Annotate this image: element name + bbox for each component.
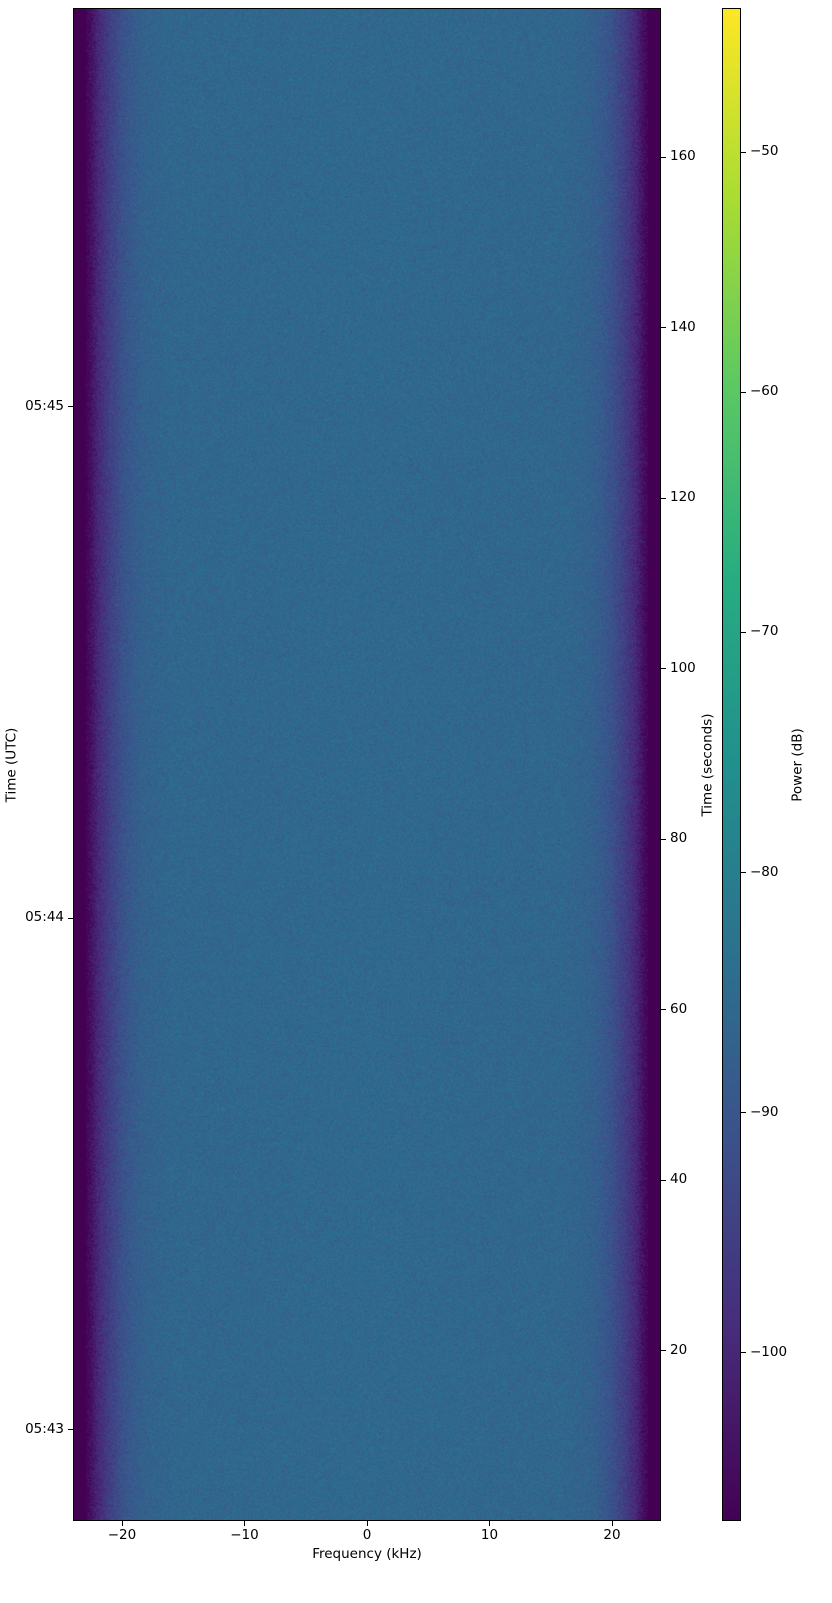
- y-right-tick-mark: [661, 1350, 666, 1351]
- y-axis-right-label: Time (seconds): [701, 713, 715, 816]
- x-tick-mark: [244, 1521, 245, 1526]
- y-right-tick-label: 80: [670, 832, 687, 846]
- y-right-tick-label: 40: [670, 1173, 687, 1187]
- y-right-tick-label: 20: [670, 1344, 687, 1358]
- y-right-tick-label: 60: [670, 1003, 687, 1017]
- colorbar-label: Power (dB): [791, 728, 805, 801]
- colorbar-tick-mark: [741, 632, 746, 633]
- spectrogram-plot: [73, 8, 661, 1521]
- y-right-tick-mark: [661, 839, 666, 840]
- y-right-tick-mark: [661, 157, 666, 158]
- y-right-tick-mark: [661, 1180, 666, 1181]
- x-tick-label: −20: [108, 1529, 137, 1543]
- colorbar-tick-label: −100: [750, 1346, 787, 1360]
- x-tick-mark: [122, 1521, 123, 1526]
- y-right-tick-label: 160: [670, 150, 696, 164]
- y-left-tick-label: 05:44: [25, 911, 64, 925]
- y-right-tick-mark: [661, 498, 666, 499]
- y-left-tick-label: 05:43: [25, 1423, 64, 1437]
- y-axis-left-label: Time (UTC): [5, 728, 19, 803]
- y-right-tick-mark: [661, 668, 666, 669]
- colorbar-tick-mark: [741, 1352, 746, 1353]
- y-left-tick-mark: [68, 1429, 73, 1430]
- colorbar-tick-label: −70: [750, 625, 779, 639]
- colorbar-tick-label: −60: [750, 385, 779, 399]
- colorbar-tick-label: −90: [750, 1106, 779, 1120]
- colorbar: [722, 8, 741, 1521]
- x-tick-label: 0: [363, 1529, 372, 1543]
- colorbar-frame: [722, 8, 741, 1521]
- colorbar-tick-mark: [741, 392, 746, 393]
- y-right-tick-mark: [661, 1009, 666, 1010]
- x-axis-label: Frequency (kHz): [312, 1548, 422, 1562]
- x-tick-label: 10: [481, 1529, 498, 1543]
- x-tick-mark: [489, 1521, 490, 1526]
- x-tick-label: −10: [230, 1529, 259, 1543]
- y-right-tick-label: 100: [670, 662, 696, 676]
- colorbar-tick-label: −80: [750, 866, 779, 880]
- x-tick-mark: [612, 1521, 613, 1526]
- y-left-tick-mark: [68, 406, 73, 407]
- colorbar-tick-mark: [741, 872, 746, 873]
- x-tick-mark: [367, 1521, 368, 1526]
- y-right-tick-label: 140: [670, 321, 696, 335]
- y-right-tick-mark: [661, 327, 666, 328]
- y-right-tick-label: 120: [670, 491, 696, 505]
- plot-frame: [73, 8, 661, 1521]
- colorbar-tick-label: −50: [750, 145, 779, 159]
- x-tick-label: 20: [603, 1529, 620, 1543]
- colorbar-tick-mark: [741, 152, 746, 153]
- y-left-tick-label: 05:45: [25, 400, 64, 414]
- y-left-tick-mark: [68, 918, 73, 919]
- colorbar-tick-mark: [741, 1112, 746, 1113]
